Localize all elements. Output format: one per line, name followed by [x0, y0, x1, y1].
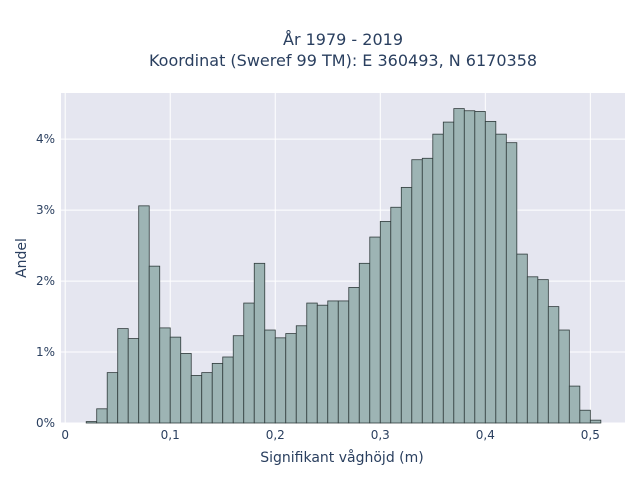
y-tick-label: 3%	[36, 203, 55, 217]
chart-title-line-2: Koordinat (Sweref 99 TM): E 360493, N 61…	[149, 51, 537, 70]
histogram-bar	[295, 325, 308, 424]
chart-title-line-1: År 1979 - 2019	[283, 30, 403, 49]
histogram-bar	[285, 333, 297, 424]
histogram-bar	[411, 159, 423, 424]
histogram-bars	[85, 108, 602, 424]
x-axis-title: Signifikant våghöjd (m)	[260, 449, 423, 466]
histogram-bar	[568, 385, 581, 424]
histogram-bar	[148, 265, 161, 424]
x-tick-label: 0	[61, 428, 69, 442]
histogram-bar	[547, 306, 560, 424]
histogram-bar	[337, 300, 350, 424]
histogram-bar	[484, 120, 497, 424]
histogram-bar	[358, 262, 371, 424]
x-tick-label: 0,3	[371, 428, 390, 442]
y-tick-label: 1%	[36, 345, 55, 359]
histogram-bar	[369, 236, 381, 424]
histogram-bar	[180, 353, 192, 424]
histogram-bar	[495, 133, 507, 424]
histogram-bar	[264, 329, 276, 424]
y-tick-label: 4%	[36, 132, 55, 146]
histogram-bar	[253, 262, 266, 424]
histogram-bar	[421, 157, 434, 424]
x-tick-label: 0,2	[266, 428, 285, 442]
y-tick-label: 2%	[36, 274, 55, 288]
histogram-bar	[327, 300, 339, 424]
histogram-bar	[526, 276, 539, 424]
histogram-bar	[190, 375, 203, 424]
histogram-bar	[442, 121, 455, 424]
histogram-bar	[159, 327, 171, 424]
histogram-bar	[505, 142, 518, 424]
histogram-bar	[379, 221, 392, 424]
histogram-bar	[211, 362, 224, 424]
x-tick-label: 0,5	[581, 428, 600, 442]
histogram-bar	[274, 337, 287, 424]
histogram-bar	[463, 110, 476, 424]
histogram-bar	[537, 279, 549, 424]
histogram-bar	[474, 111, 486, 424]
y-axis-ticks: 0% 1% 2% 3% 4%	[36, 132, 55, 430]
histogram-bar	[516, 253, 528, 424]
histogram-bar	[85, 421, 98, 424]
histogram-bar	[138, 205, 150, 424]
x-tick-label: 0,1	[161, 428, 180, 442]
y-tick-label: 0%	[36, 416, 55, 430]
histogram-bar	[390, 206, 402, 424]
histogram-bar	[432, 133, 444, 424]
histogram-bar	[117, 328, 129, 424]
histogram-bar	[558, 329, 570, 424]
histogram-bar	[222, 356, 234, 424]
histogram-bar	[348, 287, 360, 424]
histogram-bar	[316, 304, 329, 424]
histogram-bar	[96, 408, 108, 424]
y-axis-title: Andel	[14, 238, 30, 278]
histogram-bar	[232, 335, 245, 424]
histogram-bar	[169, 336, 182, 424]
histogram-bar	[579, 409, 591, 424]
histogram-bar	[106, 372, 119, 424]
histogram-bar	[201, 372, 213, 424]
histogram-bar	[243, 302, 255, 424]
x-axis-ticks: 0 0,1 0,2 0,3 0,4 0,5	[61, 428, 600, 442]
histogram-bar	[306, 302, 318, 424]
histogram-bar	[127, 338, 140, 424]
histogram-bar	[453, 108, 465, 424]
histogram-bar	[400, 186, 413, 424]
histogram-bar	[589, 419, 602, 424]
x-tick-label: 0,4	[476, 428, 495, 442]
